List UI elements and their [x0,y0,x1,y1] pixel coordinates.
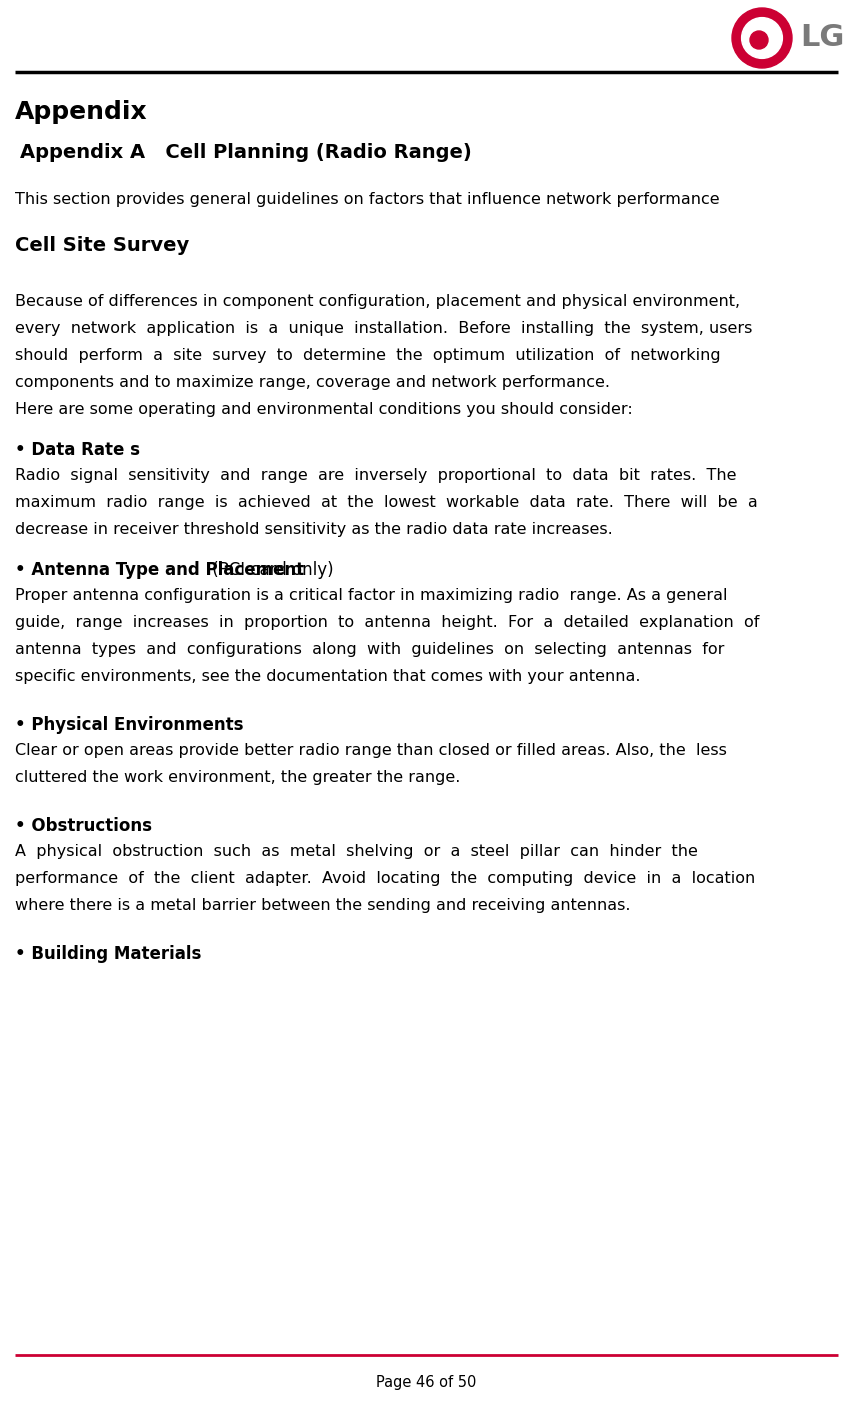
Text: should  perform  a  site  survey  to  determine  the  optimum  utilization  of  : should perform a site survey to determin… [15,348,720,363]
Text: Page 46 of 50: Page 46 of 50 [376,1374,476,1390]
Text: • Building Materials: • Building Materials [15,945,201,963]
Text: Clear or open areas provide better radio range than closed or filled areas. Also: Clear or open areas provide better radio… [15,742,726,758]
Text: A  physical  obstruction  such  as  metal  shelving  or  a  steel  pillar  can  : A physical obstruction such as metal she… [15,844,697,858]
Text: • Data Rate s: • Data Rate s [15,441,140,460]
Text: LG: LG [799,24,843,52]
Circle shape [740,17,781,58]
Circle shape [731,8,791,68]
Text: • Physical Environments: • Physical Environments [15,715,243,734]
Text: maximum  radio  range  is  achieved  at  the  lowest  workable  data  rate.  The: maximum radio range is achieved at the l… [15,495,757,510]
Text: decrease in receiver threshold sensitivity as the radio data rate increases.: decrease in receiver threshold sensitivi… [15,522,612,537]
Text: (PCI card only): (PCI card only) [206,561,333,578]
Text: every  network  application  is  a  unique  installation.  Before  installing  t: every network application is a unique in… [15,321,751,337]
Text: components and to maximize range, coverage and network performance.: components and to maximize range, covera… [15,375,609,390]
Text: Because of differences in component configuration, placement and physical enviro: Because of differences in component conf… [15,294,740,310]
Text: • Antenna Type and Placement: • Antenna Type and Placement [15,561,304,578]
Text: • Obstructions: • Obstructions [15,817,152,836]
Text: guide,  range  increases  in  proportion  to  antenna  height.  For  a  detailed: guide, range increases in proportion to … [15,615,758,631]
Text: specific environments, see the documentation that comes with your antenna.: specific environments, see the documenta… [15,669,640,684]
Text: antenna  types  and  configurations  along  with  guidelines  on  selecting  ant: antenna types and configurations along w… [15,642,723,658]
Text: Proper antenna configuration is a critical factor in maximizing radio  range. As: Proper antenna configuration is a critic… [15,588,727,602]
Text: This section provides general guidelines on factors that influence network perfo: This section provides general guidelines… [15,192,719,206]
Circle shape [749,31,767,49]
Text: where there is a metal barrier between the sending and receiving antennas.: where there is a metal barrier between t… [15,898,630,913]
Text: Appendix: Appendix [15,100,147,124]
Text: Here are some operating and environmental conditions you should consider:: Here are some operating and environmenta… [15,402,632,417]
Text: Radio  signal  sensitivity  and  range  are  inversely  proportional  to  data  : Radio signal sensitivity and range are i… [15,468,735,484]
Text: cluttered the work environment, the greater the range.: cluttered the work environment, the grea… [15,771,460,785]
Text: performance  of  the  client  adapter.  Avoid  locating  the  computing  device : performance of the client adapter. Avoid… [15,871,754,887]
Text: Appendix A   Cell Planning (Radio Range): Appendix A Cell Planning (Radio Range) [20,143,471,163]
Text: Cell Site Survey: Cell Site Survey [15,236,189,255]
